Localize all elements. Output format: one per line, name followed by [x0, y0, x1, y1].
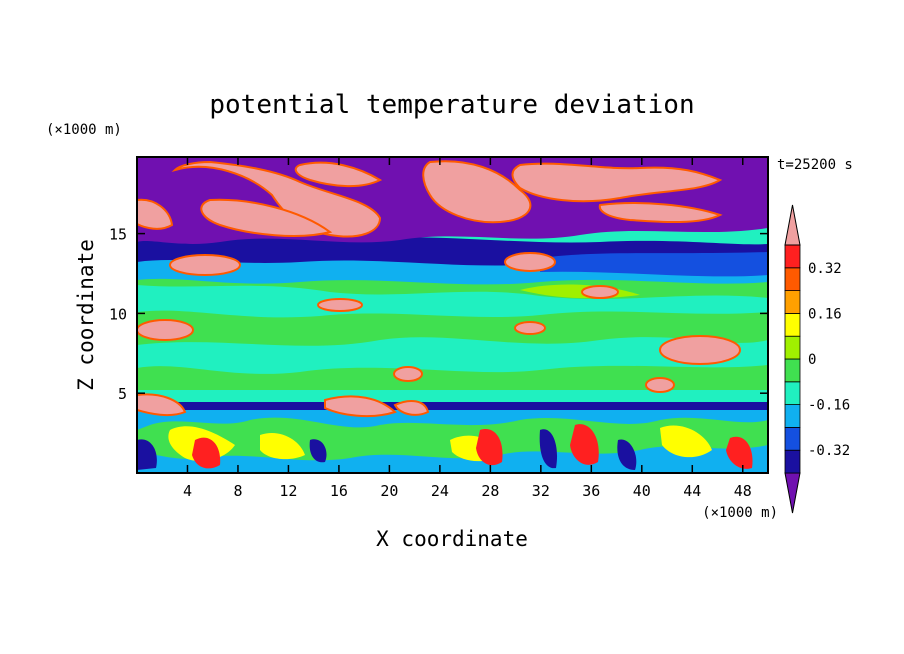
- inversion-line: [137, 402, 768, 410]
- pink-blob-e: [137, 319, 194, 341]
- colorbar-extend-high: [784, 204, 801, 246]
- pink-blob-a: [169, 254, 241, 276]
- x-tick-label: 4: [183, 482, 192, 500]
- colorbar-segment: [784, 335, 801, 360]
- x-axis: 4 8 12 16 20 24 28 32 36 40 44 48: [183, 157, 752, 500]
- pink-blob-d: [317, 298, 363, 312]
- convective-plumes-yellow: [168, 425, 712, 462]
- x-tick-label: 44: [683, 482, 701, 500]
- pink-patch-1: [171, 160, 382, 238]
- blue-band: [540, 252, 768, 277]
- pink-patch-4: [511, 162, 723, 203]
- colorbar: 0.32 0.16 0 -0.16 -0.32: [784, 204, 850, 514]
- time-label: t=25200 s: [777, 157, 853, 173]
- colorbar-segment: [784, 358, 801, 383]
- colorbar-segment: [784, 267, 801, 291]
- plot-frame: [136, 156, 769, 474]
- pink-plume-c: [393, 399, 430, 416]
- pink-patch-7: [598, 202, 723, 223]
- x-axis-label: X coordinate: [376, 527, 528, 551]
- colorbar-label: 0.32: [808, 261, 842, 277]
- x-tick-label: 12: [279, 482, 297, 500]
- colorbar-label: -0.16: [808, 398, 850, 414]
- pink-patch-6: [137, 198, 174, 230]
- x-tick-label: 8: [233, 482, 242, 500]
- pink-blob-h: [393, 366, 423, 382]
- pink-blob-b: [504, 252, 556, 272]
- colorbar-segment: [784, 404, 801, 428]
- pink-blob-f: [514, 321, 546, 335]
- pink-blob-g: [659, 335, 741, 365]
- plot-area: [137, 157, 768, 473]
- y-axis: 5 10 15: [109, 226, 768, 403]
- chart-title: potential temperature deviation: [209, 90, 694, 120]
- pink-plume-a: [137, 393, 187, 417]
- pink-plume-b: [324, 395, 397, 418]
- colorbar-label: 0.16: [808, 306, 842, 322]
- x-tick-label: 16: [330, 482, 348, 500]
- y-unit-label: (×1000 m): [46, 122, 122, 138]
- colorbar-label: 0: [808, 352, 816, 368]
- pink-patch-2: [200, 198, 333, 237]
- pink-blob-c: [581, 285, 619, 299]
- x-tick-label: 40: [633, 482, 651, 500]
- colorbar-segment: [784, 449, 801, 474]
- x-tick-label: 28: [481, 482, 499, 500]
- y-tick-label: 10: [109, 305, 127, 323]
- pink-blob-i: [645, 377, 675, 393]
- colorbar-label: -0.32: [808, 443, 850, 459]
- colorbar-segment: [784, 290, 801, 314]
- x-tick-label: 32: [532, 482, 550, 500]
- colorbar-segment: [784, 244, 801, 269]
- colorbar-segment: [784, 426, 801, 451]
- x-tick-label: 24: [431, 482, 449, 500]
- pink-patch-3: [422, 160, 532, 224]
- x-tick-label: 20: [380, 482, 398, 500]
- cyan-band-upper: [137, 285, 768, 318]
- colorbar-extend-low: [784, 472, 801, 514]
- x-tick-label: 36: [582, 482, 600, 500]
- colorbar-segment: [784, 312, 801, 337]
- colorbar-segment: [784, 381, 801, 405]
- y-tick-label: 5: [118, 385, 127, 403]
- y-tick-label: 15: [109, 226, 127, 244]
- x-unit-label: (×1000 m): [702, 505, 778, 521]
- cyan-band-lower: [137, 337, 768, 374]
- x-tick-label: 48: [734, 482, 752, 500]
- y-axis-label: Z coordinate: [74, 239, 98, 391]
